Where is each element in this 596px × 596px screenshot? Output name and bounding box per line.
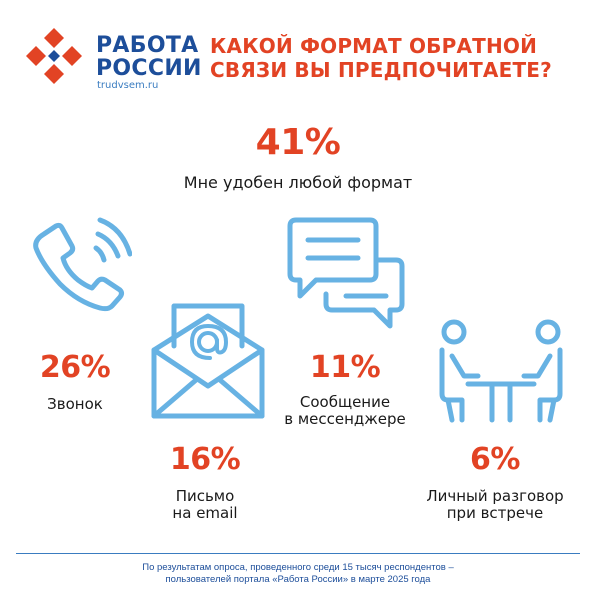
- logo-mark-icon: [26, 28, 82, 84]
- stat-percent-any-format: 41%: [255, 122, 341, 163]
- brand-name-line1: РАБОТА: [96, 33, 199, 58]
- brand-name: РАБОТА РОССИИ: [96, 34, 202, 80]
- stat-percent-in-person: 6%: [470, 442, 520, 477]
- email-envelope-icon: [151, 303, 265, 419]
- footnote: По результатам опроса, проведенного сред…: [20, 562, 576, 586]
- brand-name-line2: РОССИИ: [96, 56, 202, 81]
- stat-percent-call: 26%: [39, 350, 111, 385]
- stat-label-messenger: Сообщение в мессенджере: [270, 394, 420, 428]
- brand-url: trudvsem.ru: [97, 80, 159, 91]
- page-title-line2: СВЯЗИ ВЫ ПРЕДПОЧИТАЕТЕ?: [210, 58, 552, 82]
- footer-divider: [16, 553, 580, 554]
- stat-label-email-line1: Письмо: [175, 487, 235, 505]
- chat-bubbles-icon: [287, 217, 405, 329]
- stat-label-in-person-line2: при встрече: [446, 504, 544, 522]
- footnote-line1: По результатам опроса, проведенного сред…: [142, 562, 454, 573]
- stat-label-in-person: Личный разговор при встрече: [410, 488, 580, 522]
- stat-percent-email: 16%: [169, 442, 241, 477]
- page-title: КАКОЙ ФОРМАТ ОБРАТНОЙ СВЯЗИ ВЫ ПРЕДПОЧИТ…: [210, 34, 580, 82]
- stat-label-messenger-line1: Сообщение: [299, 393, 391, 411]
- stat-label-email: Письмо на email: [140, 488, 270, 522]
- page-title-line1: КАКОЙ ФОРМАТ ОБРАТНОЙ: [210, 34, 538, 58]
- meeting-icon: [439, 319, 563, 423]
- stat-percent-messenger: 11%: [309, 350, 381, 385]
- footnote-line2: пользователей портала «Работа России» в …: [165, 574, 431, 585]
- stat-label-in-person-line1: Личный разговор: [426, 487, 564, 505]
- phone-icon: [33, 217, 132, 312]
- stat-label-messenger-line2: в мессенджере: [284, 410, 406, 428]
- stat-label-call: Звонок: [47, 395, 103, 413]
- stat-label-email-line2: на email: [172, 504, 238, 522]
- stat-label-any-format: Мне удобен любой формат: [183, 173, 413, 192]
